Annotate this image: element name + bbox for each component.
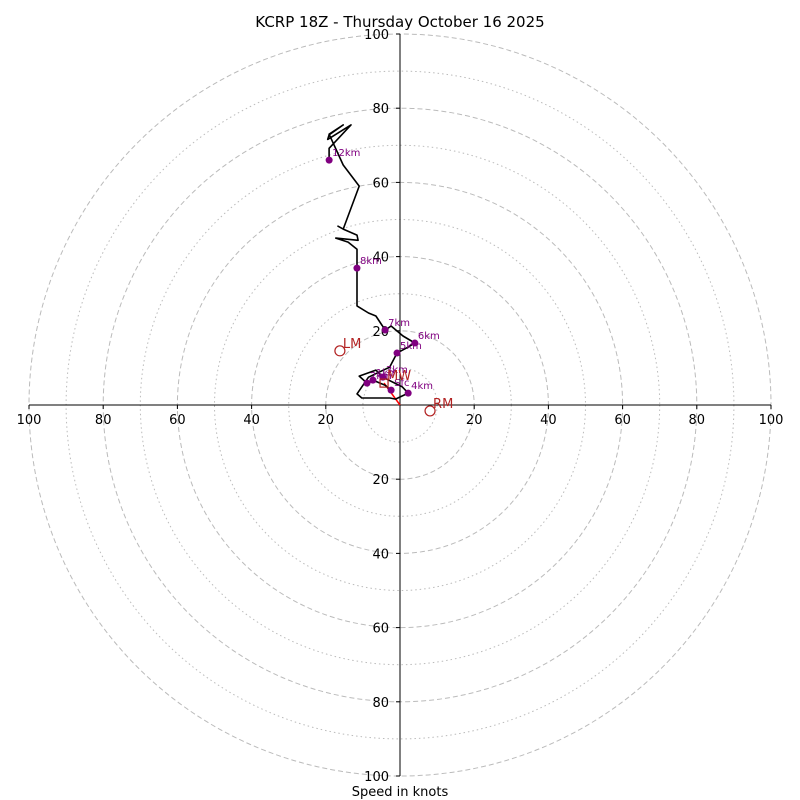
height-marker-point [381,326,389,334]
y-tick-label: 40 [372,251,389,266]
height-marker-point [404,389,412,397]
height-marker-label: 5km [400,341,422,352]
height-marker-point [325,156,333,164]
height-marker-label: 7km [388,318,410,329]
height-marker-point [411,339,419,347]
x-tick-label: 80 [95,413,112,428]
x-tick-label: 60 [169,413,186,428]
y-tick-label: 60 [372,622,389,637]
height-marker-label: Sfc [394,378,409,389]
lm-label: LM [343,337,361,352]
y-tick-label: 80 [372,696,389,711]
rm-label: RM [433,397,453,412]
height-marker-point [369,376,377,384]
height-marker-label: 3km [386,365,408,376]
x-tick-label: 20 [466,413,483,428]
wind-trace [326,124,416,400]
lm-marker [334,345,346,357]
height-markers: Sfc1km2km3km4km5km6km7km8km12km [325,148,440,397]
storm-motion-markers: RM LM MW [334,337,453,417]
height-marker-label: 6km [418,331,440,342]
height-marker-point [353,264,361,272]
x-tick-labels: 100 80 60 40 20 20 40 60 80 100 [17,405,784,428]
height-marker-label: 1km [376,368,398,379]
chart-title: KCRP 18Z - Thursday October 16 2025 [255,13,544,31]
height-marker-point [393,349,401,357]
y-tick-label: 100 [364,770,389,785]
x-tick-label: 20 [318,413,335,428]
x-tick-label: 100 [17,413,42,428]
y-tick-label: 80 [372,102,389,117]
y-tick-label: 40 [372,547,389,562]
x-tick-label: 40 [243,413,260,428]
y-tick-label: 20 [372,473,389,488]
height-marker-label: 12km [332,148,360,159]
x-tick-label: 100 [759,413,784,428]
x-tick-label: 60 [614,413,631,428]
y-tick-label: 60 [372,176,389,191]
mw-label: MW [387,369,411,384]
height-marker-point [387,386,395,394]
x-axis-label: Speed in knots [352,785,449,800]
height-marker-label: 4km [411,381,433,392]
mean-wind-marker [379,378,389,388]
y-tick-label: 100 [364,28,389,43]
rm-marker [424,405,436,417]
x-tick-label: 80 [689,413,706,428]
height-marker-label: 8km [360,256,382,267]
x-tick-label: 40 [540,413,557,428]
height-marker-point [363,379,371,387]
wind-profile-line [326,124,416,400]
